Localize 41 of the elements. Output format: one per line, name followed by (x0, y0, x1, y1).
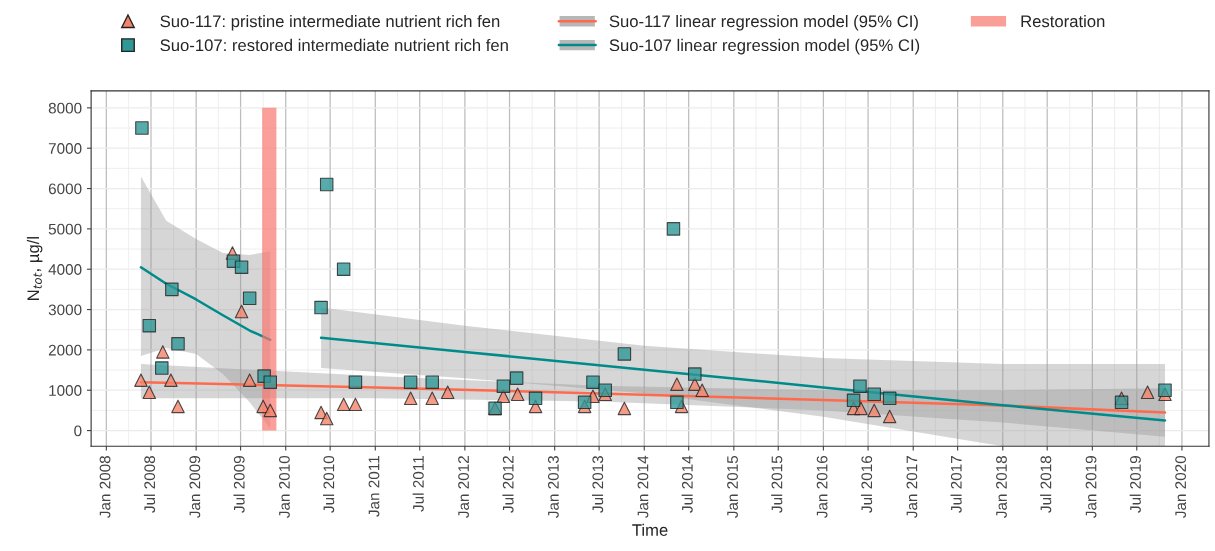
x-tick-label: Jul 2018 (1040, 456, 1052, 513)
x-tick-label: Jan 2020 (1175, 455, 1187, 518)
x-tick-label: Jul 2009 (233, 456, 245, 513)
x-tick-label: Jan 2011 (368, 456, 380, 517)
legend-label: Suo-107: restored intermediate nutrient rich fen (160, 38, 508, 52)
x-tick-label: Jan 2013 (547, 456, 559, 518)
legend-label: Suo-117: pristine intermediate nutrient rich fen (160, 15, 500, 31)
y-tick-label: 6000 (48, 183, 82, 195)
x-tick-label: Jul 2011 (412, 456, 424, 512)
x-tick-label: Jan 2016 (816, 456, 828, 518)
x-tick-label: Jul 2010 (323, 455, 335, 513)
y-tick-label: 1000 (49, 385, 82, 396)
legend-label: Restoration (1021, 15, 1105, 28)
y-tick-label: 0 (74, 425, 82, 437)
y-tick-label: 7000 (48, 143, 82, 154)
x-tick-label: Jul 2015 (771, 455, 783, 513)
y-tick-label: 5000 (48, 223, 82, 235)
x-tick-label: Jan 2010 (279, 455, 290, 518)
legend-label: Suo-107 linear regression model (95% CI) (609, 38, 920, 55)
x-tick-label: Jul 2016 (860, 456, 873, 513)
x-tick-label: Jul 2012 (502, 456, 514, 513)
x-tick-label: Jan 2009 (189, 456, 201, 518)
x-tick-label: Jan 2008 (99, 456, 111, 518)
y-tick-label: 2000 (48, 344, 82, 356)
x-tick-label: Jul 2017 (950, 456, 962, 513)
x-tick-label: Jul 2013 (591, 456, 604, 513)
y-axis-title: N$_{tot}$, µg/l (26, 237, 43, 300)
x-tick-label: Jan 2017 (906, 456, 918, 518)
x-tick-label: Jan 2015 (727, 455, 738, 518)
x-tick-label: Jan 2012 (458, 456, 469, 518)
x-axis-title: Time (632, 523, 668, 536)
y-tick-label: 4000 (48, 264, 82, 275)
x-tick-label: Jan 2019 (1085, 456, 1097, 518)
x-tick-label: Jul 2014 (681, 455, 693, 513)
x-tick-label: Jul 2019 (1129, 456, 1141, 513)
legend-label: Suo-117 linear regression model (95% CI) (609, 15, 918, 31)
y-tick-label: 8000 (48, 102, 82, 114)
y-tick-label: 3000 (48, 304, 82, 316)
x-tick-label: Jan 2018 (996, 456, 1007, 518)
x-tick-label: Jan 2014 (637, 455, 649, 518)
x-tick-label: Jul 2008 (143, 456, 156, 513)
